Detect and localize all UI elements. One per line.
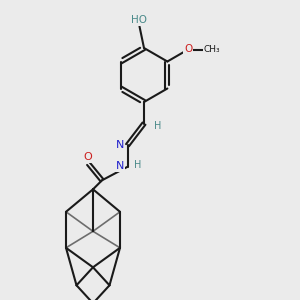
Text: O: O <box>184 44 193 54</box>
Text: CH₃: CH₃ <box>204 45 220 54</box>
Text: H: H <box>134 160 142 170</box>
Text: O: O <box>83 152 92 162</box>
Text: N: N <box>116 140 124 150</box>
Text: N: N <box>116 161 124 171</box>
Text: H: H <box>154 121 161 131</box>
Text: HO: HO <box>131 15 148 25</box>
